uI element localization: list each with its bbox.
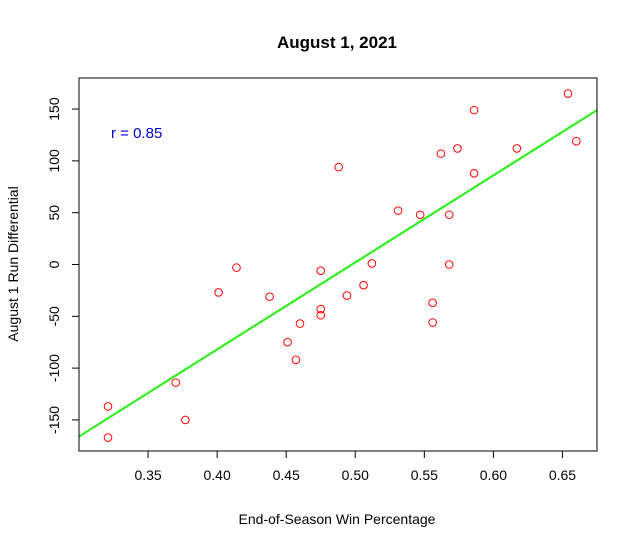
y-tick-label: -150	[46, 406, 62, 434]
data-point	[415, 210, 425, 220]
plot-content	[78, 89, 598, 442]
data-point	[295, 319, 305, 328]
y-tick-label: 0	[46, 260, 62, 268]
data-point	[359, 280, 368, 290]
y-axis-label: August 1 Run Differential	[5, 186, 21, 341]
data-point	[316, 304, 326, 314]
data-point	[428, 298, 437, 308]
data-point	[469, 105, 479, 115]
correlation-annotation: r = 0.85	[111, 125, 162, 142]
data-point	[103, 433, 113, 442]
x-tick-label: 0.65	[549, 467, 576, 483]
x-axis: 0.35 0.40 0.45 0.50 0.55 0.60 0.65	[134, 450, 576, 483]
data-point	[342, 291, 352, 300]
data-point	[265, 292, 274, 301]
y-tick-label: 100	[46, 149, 62, 173]
data-point	[436, 149, 446, 158]
data-point	[469, 169, 479, 178]
data-point	[393, 206, 403, 215]
data-point	[181, 415, 190, 425]
data-point	[232, 263, 241, 272]
data-point	[453, 144, 462, 153]
data-point	[444, 260, 454, 269]
data-point	[563, 89, 573, 98]
data-point	[291, 355, 301, 365]
x-axis-label: End-of-Season Win Percentage	[239, 511, 436, 527]
x-tick-label: 0.40	[204, 467, 231, 483]
regression-line	[78, 109, 598, 438]
data-point	[428, 318, 437, 327]
chart-title: August 1, 2021	[277, 33, 397, 52]
data-point	[103, 402, 113, 411]
x-tick-label: 0.45	[273, 467, 300, 483]
data-point	[316, 310, 326, 320]
y-tick-label: 50	[46, 205, 62, 221]
data-point	[571, 136, 581, 146]
x-tick-label: 0.55	[411, 467, 438, 483]
data-point	[316, 266, 326, 276]
data-point	[367, 259, 377, 268]
y-tick-label: -50	[46, 306, 62, 326]
data-point	[444, 210, 454, 220]
data-point	[512, 144, 522, 153]
data-point	[334, 162, 343, 172]
x-tick-label: 0.35	[134, 467, 161, 483]
x-tick-label: 0.60	[480, 467, 507, 483]
plot-frame	[78, 77, 598, 452]
data-point	[214, 288, 223, 297]
y-tick-label: -100	[46, 354, 62, 382]
y-tick-label: 150	[46, 97, 62, 121]
x-tick-label: 0.50	[342, 467, 369, 483]
data-point	[283, 337, 292, 347]
data-point	[171, 378, 180, 387]
y-axis: -150 -100 -50 0 50 100 150	[46, 97, 79, 434]
